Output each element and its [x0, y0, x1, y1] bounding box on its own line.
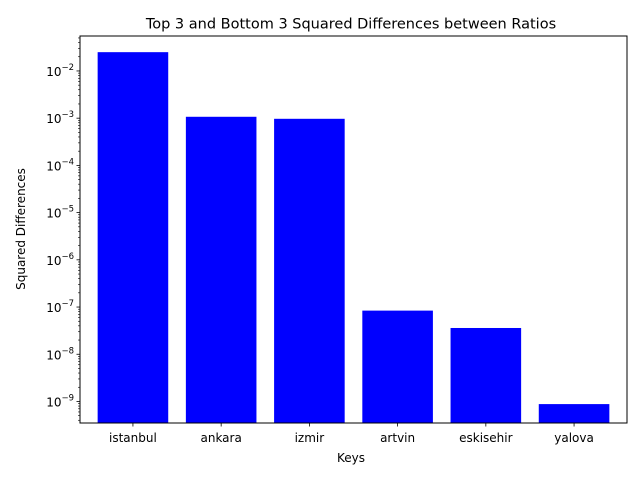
- x-axis-ticks: istanbul ankara izmir artvin eskisehir yalova: [109, 423, 594, 445]
- y-axis-ticks: 10−9 10−8 10−7 10−6 10−5 10−4 10−3 10−2: [46, 37, 80, 421]
- x-tick-label: artvin: [380, 431, 415, 445]
- y-tick-label: 10−3: [46, 110, 74, 126]
- x-tick-label: yalova: [554, 431, 594, 445]
- bar-yalova: [538, 404, 610, 423]
- x-tick-label: ankara: [200, 431, 241, 445]
- x-tick-label: istanbul: [109, 431, 157, 445]
- y-axis-label: Squared Differences: [14, 168, 28, 290]
- y-tick-label: 10−2: [46, 63, 74, 79]
- chart-title: Top 3 and Bottom 3 Squared Differences b…: [145, 17, 556, 33]
- plot-frame: [79, 35, 628, 424]
- y-tick-label: 10−9: [46, 393, 74, 409]
- bar-istanbul: [97, 52, 169, 423]
- y-tick-label: 10−7: [46, 299, 74, 315]
- bar-izmir: [274, 118, 345, 424]
- bar-eskisehir: [450, 327, 522, 423]
- bars-group: [97, 52, 610, 424]
- x-tick-label: eskisehir: [459, 431, 512, 445]
- y-tick-label: 10−4: [46, 157, 74, 173]
- y-tick-label: 10−6: [46, 252, 74, 268]
- x-tick-label: izmir: [295, 431, 325, 445]
- bar-ankara: [185, 116, 257, 423]
- y-tick-label: 10−5: [46, 205, 74, 221]
- bar-artvin: [362, 310, 433, 423]
- x-axis-label: Keys: [337, 451, 365, 465]
- y-tick-label: 10−8: [46, 346, 74, 362]
